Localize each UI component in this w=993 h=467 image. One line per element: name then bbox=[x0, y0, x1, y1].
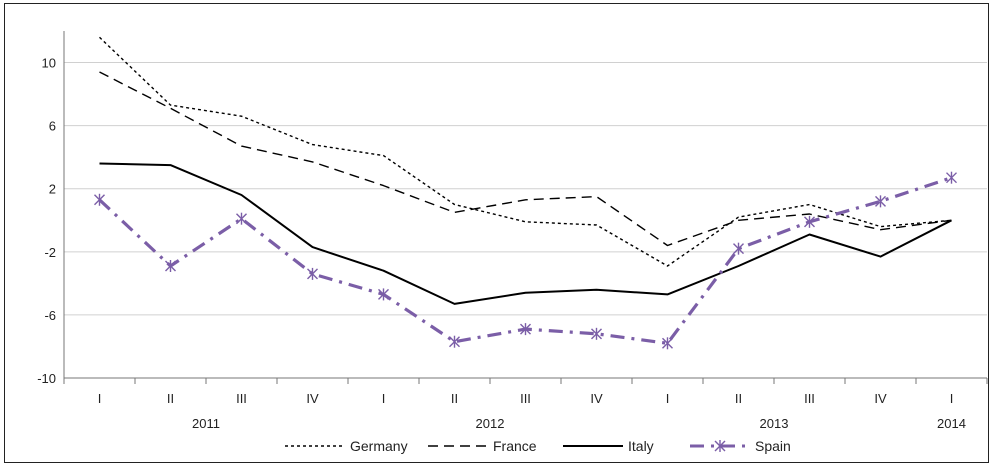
x-tick-label: II bbox=[735, 391, 742, 406]
chart-frame: 10 6 2 -2 -6 -10 I II III IV I II III IV I II III IV I 2011… bbox=[4, 3, 989, 463]
legend-label-france: France bbox=[493, 438, 537, 454]
y-tick-label: 2 bbox=[49, 182, 56, 197]
data-point-spain bbox=[662, 337, 673, 350]
x-tick-label: II bbox=[451, 391, 458, 406]
y-tick-label: -10 bbox=[37, 371, 56, 386]
data-point-spain bbox=[591, 327, 602, 340]
y-tick-label: -2 bbox=[44, 245, 56, 260]
year-label: 2011 bbox=[192, 416, 220, 431]
x-tick-label: III bbox=[520, 391, 531, 406]
x-tick-label: IV bbox=[306, 391, 319, 406]
series-line-italy bbox=[99, 162, 952, 305]
data-point-spain bbox=[307, 267, 318, 280]
year-label: 2012 bbox=[476, 416, 505, 431]
data-point-spain bbox=[236, 212, 247, 225]
data-point-spain bbox=[946, 171, 957, 184]
y-tick-label: 6 bbox=[49, 119, 56, 134]
x-tick-label: I bbox=[666, 391, 670, 406]
x-tick-label: I bbox=[950, 391, 954, 406]
data-point-spain bbox=[520, 323, 531, 336]
data-point-spain bbox=[165, 260, 176, 273]
y-tick-label: -6 bbox=[44, 308, 56, 323]
legend-label-italy: Italy bbox=[628, 438, 654, 454]
data-point-spain bbox=[733, 242, 744, 255]
year-label: 2013 bbox=[760, 416, 789, 431]
data-point-spain bbox=[378, 288, 389, 301]
x-tick-label: IV bbox=[874, 391, 887, 406]
x-tick-label: I bbox=[382, 391, 386, 406]
series-line-germany bbox=[99, 36, 952, 267]
legend-label-spain: Spain bbox=[755, 438, 791, 454]
series-line-spain bbox=[98, 176, 953, 345]
series-line-france bbox=[99, 71, 952, 247]
data-point-spain bbox=[449, 335, 460, 348]
x-tick-label: IV bbox=[590, 391, 603, 406]
x-tick-label: II bbox=[167, 391, 174, 406]
x-tick-label: III bbox=[236, 391, 247, 406]
legend-label-germany: Germany bbox=[350, 438, 408, 454]
year-label: 2014 bbox=[937, 416, 966, 431]
legend-marker-spain bbox=[714, 440, 726, 452]
x-tick-label: I bbox=[98, 391, 102, 406]
data-point-spain bbox=[875, 195, 886, 208]
y-tick-label: 10 bbox=[42, 56, 56, 71]
x-tick-label: III bbox=[804, 391, 815, 406]
data-point-spain bbox=[94, 193, 105, 206]
data-point-spain bbox=[804, 215, 815, 228]
